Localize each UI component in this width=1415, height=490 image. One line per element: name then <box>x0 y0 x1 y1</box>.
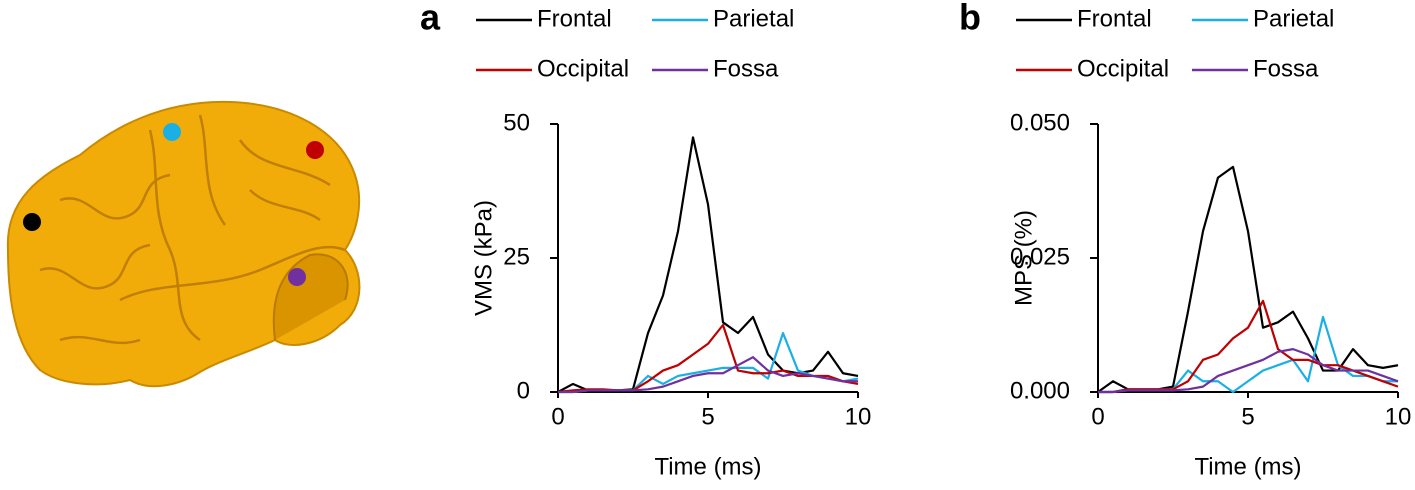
series-line <box>558 331 859 394</box>
y-tick-label: 0.025 <box>1010 243 1070 270</box>
series-line <box>1098 348 1399 394</box>
x-tick-label: 10 <box>845 403 872 430</box>
legend-label: Frontal <box>1077 5 1152 32</box>
occipital-marker <box>306 141 324 159</box>
x-tick-label: 5 <box>1241 403 1254 430</box>
fossa-marker <box>288 268 306 286</box>
legend-label: Occipital <box>537 55 629 82</box>
y-axis-title: VMS (kPa) <box>470 200 497 316</box>
series-line <box>558 356 858 394</box>
x-tick-label: 0 <box>1091 403 1104 430</box>
series-line <box>1098 299 1399 394</box>
legend-label: Fossa <box>1253 55 1319 82</box>
x-tick-label: 0 <box>551 403 564 430</box>
panel-label: a <box>420 0 441 38</box>
gyri <box>39 114 346 345</box>
series-line <box>557 136 859 393</box>
brain-illustration <box>6 100 361 388</box>
legend-label: Parietal <box>713 5 794 32</box>
y-axis-title: MPS (%) <box>1010 210 1037 306</box>
y-tick-label: 0.050 <box>1010 109 1070 136</box>
x-tick-label: 10 <box>1385 403 1412 430</box>
legend-label: Parietal <box>1253 5 1334 32</box>
parietal-marker <box>163 123 181 141</box>
y-tick-label: 0.000 <box>1010 377 1070 404</box>
y-tick-label: 25 <box>503 243 530 270</box>
frontal-marker <box>23 213 41 231</box>
panel-label: b <box>959 0 981 38</box>
legend-label: Occipital <box>1077 55 1169 82</box>
x-axis-title: Time (ms) <box>654 453 761 480</box>
x-axis-title: Time (ms) <box>1194 453 1301 480</box>
legend-label: Frontal <box>537 5 612 32</box>
y-tick-label: 50 <box>503 109 530 136</box>
series-line <box>1097 165 1399 393</box>
y-tick-label: 0 <box>517 377 530 404</box>
brain-shape <box>6 100 361 388</box>
legend-label: Fossa <box>713 55 779 82</box>
x-tick-label: 5 <box>701 403 714 430</box>
series-line <box>557 323 859 394</box>
